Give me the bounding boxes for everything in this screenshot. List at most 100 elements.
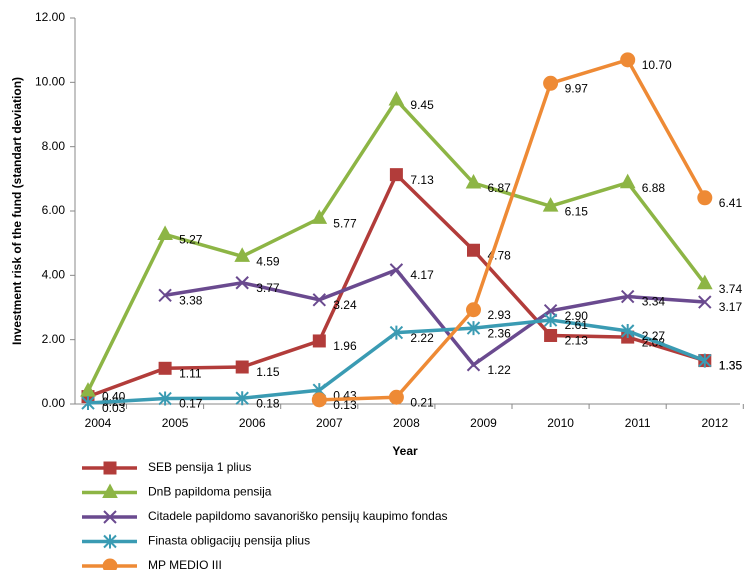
value-label: 6.15 xyxy=(565,204,589,218)
marker xyxy=(234,247,251,262)
x-tick-label: 2010 xyxy=(547,416,574,430)
marker xyxy=(620,323,635,338)
x-tick-label: 2011 xyxy=(625,416,651,430)
series-line xyxy=(319,57,707,402)
y-tick-label: 8.00 xyxy=(42,139,66,153)
value-label: 4.59 xyxy=(256,255,280,269)
marker xyxy=(698,353,712,368)
value-label: 0.13 xyxy=(333,398,357,412)
legend-label: Citadele papildomo savanoriško pensijų k… xyxy=(148,509,448,523)
value-label: 1.96 xyxy=(333,339,357,353)
marker xyxy=(235,360,249,374)
x-tick-label: 2004 xyxy=(85,416,112,430)
marker xyxy=(389,325,404,340)
value-label: 2.27 xyxy=(642,329,666,343)
value-label: 1.35 xyxy=(719,359,743,373)
value-label: 1.15 xyxy=(256,365,280,379)
marker xyxy=(388,389,404,405)
marker xyxy=(103,534,117,549)
y-tick-label: 4.00 xyxy=(42,268,66,282)
y-tick-label: 12.00 xyxy=(35,10,65,24)
marker xyxy=(543,313,558,328)
value-label: 3.24 xyxy=(333,298,357,312)
value-label: 0.21 xyxy=(410,395,434,409)
marker xyxy=(312,293,327,307)
value-label: 2.93 xyxy=(488,308,512,322)
value-label: 0.18 xyxy=(256,396,280,410)
marker xyxy=(466,302,481,318)
marker xyxy=(235,391,249,406)
marker xyxy=(311,392,327,408)
marker xyxy=(103,461,117,475)
value-label: 0.03 xyxy=(102,401,126,415)
marker xyxy=(158,288,172,302)
value-label: 10.70 xyxy=(642,58,672,72)
marker xyxy=(81,396,95,411)
value-label: 7.13 xyxy=(410,173,434,187)
y-tick-label: 6.00 xyxy=(42,203,66,217)
value-label: 6.88 xyxy=(642,181,666,195)
y-tick-label: 2.00 xyxy=(42,332,66,346)
value-label: 1.22 xyxy=(488,363,512,377)
value-label: 9.45 xyxy=(410,98,434,112)
marker xyxy=(697,190,713,206)
x-tick-label: 2006 xyxy=(239,416,266,430)
marker xyxy=(388,90,405,106)
value-label: 6.87 xyxy=(488,181,512,195)
marker xyxy=(389,263,404,277)
marker xyxy=(102,558,118,570)
marker xyxy=(542,197,559,212)
legend-label: MP MEDIO III xyxy=(148,558,222,570)
value-label: 4.17 xyxy=(410,268,434,282)
x-tick-label: 2012 xyxy=(701,416,728,430)
value-label: 5.27 xyxy=(179,233,203,247)
y-tick-label: 10.00 xyxy=(35,75,65,89)
marker xyxy=(543,75,559,91)
x-tick-label: 2007 xyxy=(316,416,343,430)
marker xyxy=(158,361,172,375)
value-label: 5.77 xyxy=(333,217,357,231)
marker xyxy=(620,52,636,68)
x-axis-title: Year xyxy=(392,444,418,458)
value-label: 6.41 xyxy=(719,196,743,210)
marker xyxy=(157,225,173,240)
marker xyxy=(620,289,635,304)
value-label: 3.34 xyxy=(642,295,666,309)
marker xyxy=(311,209,328,224)
marker xyxy=(698,295,712,309)
x-tick-label: 2009 xyxy=(470,416,497,430)
legend-label: DnB papildoma pensija xyxy=(148,485,272,499)
marker xyxy=(696,274,713,290)
value-label: 9.97 xyxy=(565,81,589,95)
series-line xyxy=(164,267,705,368)
legend-label: SEB pensija 1 plius xyxy=(148,460,251,474)
x-tick-label: 2008 xyxy=(393,416,420,430)
series-line xyxy=(87,171,706,399)
marker xyxy=(235,276,249,290)
marker xyxy=(312,334,326,348)
value-label: 2.61 xyxy=(565,318,589,332)
value-label: 3.74 xyxy=(719,282,743,296)
x-tick-label: 2005 xyxy=(162,416,189,430)
marker xyxy=(389,168,403,182)
value-label: 3.38 xyxy=(179,293,203,307)
value-label: 2.22 xyxy=(410,331,434,345)
y-tick-label: 0.00 xyxy=(42,396,66,410)
marker xyxy=(466,321,481,336)
marker xyxy=(465,173,482,189)
y-axis-title: Investment risk of the fund (standart de… xyxy=(10,77,24,345)
value-label: 3.17 xyxy=(719,300,743,314)
marker xyxy=(466,358,481,372)
value-label: 3.77 xyxy=(256,281,280,295)
marker xyxy=(544,328,558,342)
marker xyxy=(467,243,480,257)
marker xyxy=(103,510,117,524)
marker xyxy=(619,173,636,189)
marker xyxy=(158,391,172,406)
value-label: 1.35 xyxy=(719,359,743,373)
value-label: 1.11 xyxy=(179,366,202,380)
value-label: 2.36 xyxy=(488,326,512,340)
value-label: 2.90 xyxy=(565,309,589,323)
value-label: 0.17 xyxy=(179,397,203,411)
